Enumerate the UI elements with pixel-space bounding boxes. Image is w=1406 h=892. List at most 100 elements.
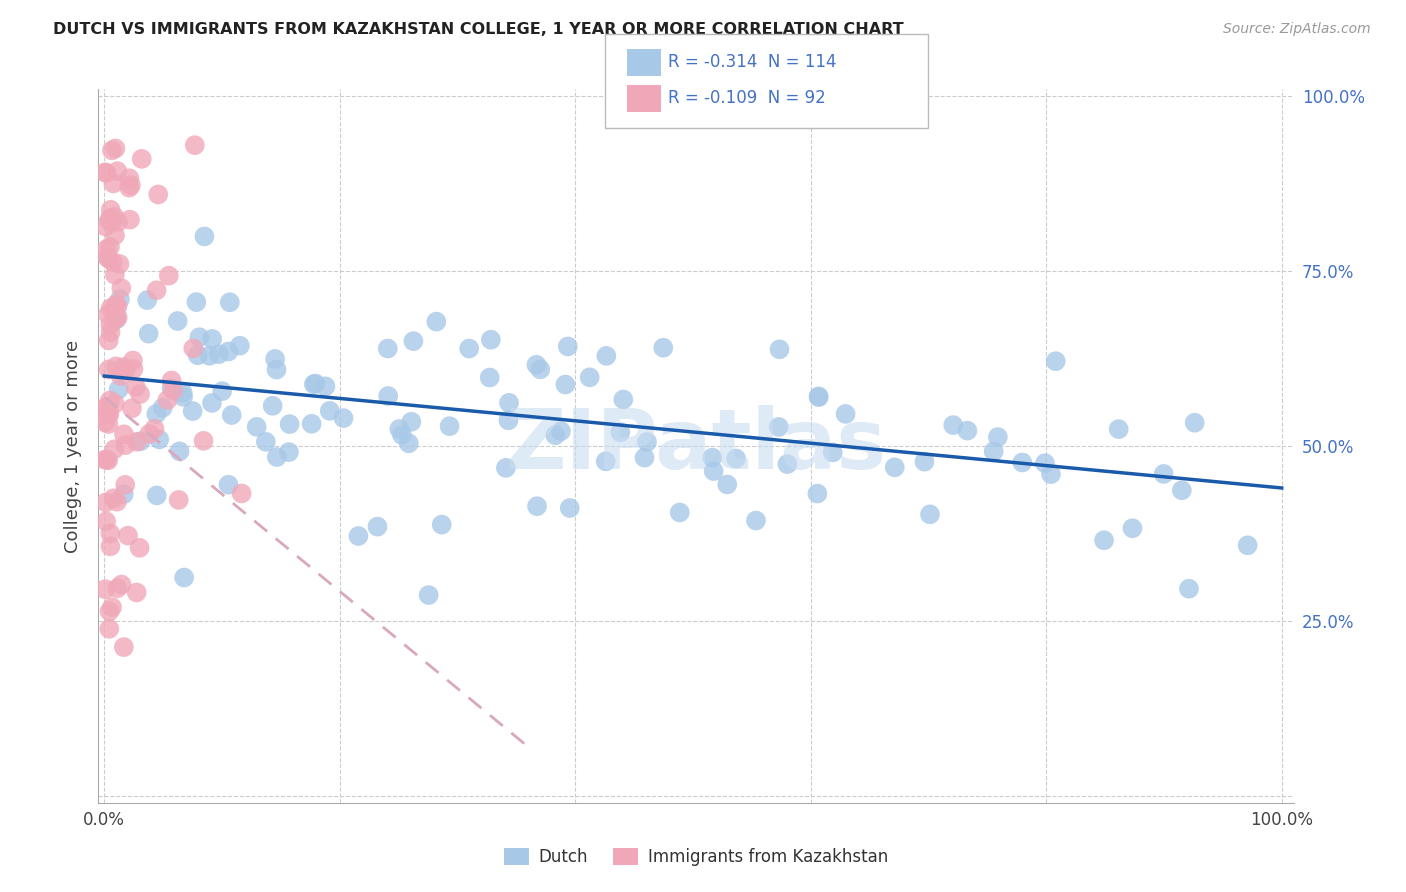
- Point: [181, 404, 204, 418]
- Point: [1184, 416, 1206, 430]
- Point: [112, 640, 135, 654]
- Point: [987, 430, 1010, 444]
- Point: [173, 570, 195, 584]
- Point: [703, 464, 725, 478]
- Point: [110, 577, 132, 591]
- Point: [167, 492, 190, 507]
- Point: [188, 330, 211, 344]
- Point: [94, 401, 117, 415]
- Point: [184, 138, 207, 153]
- Point: [129, 434, 152, 449]
- Point: [122, 362, 145, 376]
- Point: [217, 344, 239, 359]
- Point: [97, 362, 120, 376]
- Point: [98, 393, 121, 408]
- Point: [105, 494, 128, 508]
- Point: [498, 396, 520, 410]
- Point: [120, 178, 142, 193]
- Point: [107, 383, 129, 397]
- Point: [104, 268, 127, 282]
- Point: [166, 314, 188, 328]
- Point: [806, 486, 828, 500]
- Point: [1033, 456, 1056, 470]
- Point: [425, 315, 447, 329]
- Point: [302, 377, 325, 392]
- Point: [550, 424, 572, 438]
- Point: [112, 487, 135, 501]
- Point: [544, 428, 567, 442]
- Legend: Dutch, Immigrants from Kazakhstan: Dutch, Immigrants from Kazakhstan: [503, 847, 889, 866]
- Point: [96, 452, 118, 467]
- Point: [138, 426, 160, 441]
- Point: [956, 424, 979, 438]
- Point: [98, 526, 121, 541]
- Point: [554, 377, 576, 392]
- Point: [186, 295, 208, 310]
- Point: [129, 387, 152, 401]
- Text: R = -0.314  N = 114: R = -0.314 N = 114: [668, 54, 837, 71]
- Point: [103, 177, 125, 191]
- Text: ZIPatlas: ZIPatlas: [506, 406, 886, 486]
- Point: [101, 215, 124, 229]
- Point: [143, 422, 166, 436]
- Point: [218, 477, 240, 491]
- Point: [112, 427, 135, 442]
- Point: [97, 334, 120, 348]
- Y-axis label: College, 1 year or more: College, 1 year or more: [65, 340, 83, 552]
- Point: [636, 435, 658, 450]
- Point: [716, 477, 738, 491]
- Point: [377, 342, 399, 356]
- Point: [105, 312, 128, 326]
- Point: [97, 213, 120, 227]
- Point: [807, 390, 830, 404]
- Point: [319, 404, 342, 418]
- Point: [377, 389, 399, 403]
- Point: [107, 310, 129, 325]
- Point: [100, 301, 122, 315]
- Point: [97, 250, 120, 264]
- Point: [526, 358, 548, 372]
- Point: [1178, 582, 1201, 596]
- Point: [1171, 483, 1194, 498]
- Point: [98, 604, 121, 618]
- Point: [304, 376, 326, 391]
- Text: R = -0.109  N = 92: R = -0.109 N = 92: [668, 89, 825, 107]
- Point: [768, 343, 790, 357]
- Point: [633, 450, 655, 465]
- Point: [595, 349, 617, 363]
- Point: [104, 359, 127, 374]
- Text: Source: ZipAtlas.com: Source: ZipAtlas.com: [1223, 22, 1371, 37]
- Point: [834, 407, 856, 421]
- Point: [883, 460, 905, 475]
- Point: [118, 180, 141, 194]
- Point: [125, 380, 148, 394]
- Point: [94, 495, 117, 509]
- Point: [301, 417, 323, 431]
- Point: [110, 281, 132, 295]
- Point: [211, 384, 233, 399]
- Point: [100, 540, 122, 554]
- Point: [105, 297, 128, 311]
- Point: [146, 488, 169, 502]
- Point: [266, 450, 288, 464]
- Point: [157, 268, 180, 283]
- Point: [595, 454, 617, 468]
- Point: [145, 407, 167, 421]
- Point: [94, 165, 117, 179]
- Point: [97, 453, 120, 467]
- Point: [98, 622, 121, 636]
- Point: [347, 529, 370, 543]
- Point: [114, 478, 136, 492]
- Point: [104, 228, 127, 243]
- Point: [264, 351, 287, 366]
- Point: [652, 341, 675, 355]
- Point: [94, 416, 117, 430]
- Point: [94, 515, 117, 529]
- Point: [193, 229, 215, 244]
- Point: [97, 252, 120, 266]
- Point: [97, 407, 120, 421]
- Point: [526, 499, 548, 513]
- Point: [136, 293, 159, 307]
- Point: [101, 255, 124, 269]
- Point: [125, 434, 148, 449]
